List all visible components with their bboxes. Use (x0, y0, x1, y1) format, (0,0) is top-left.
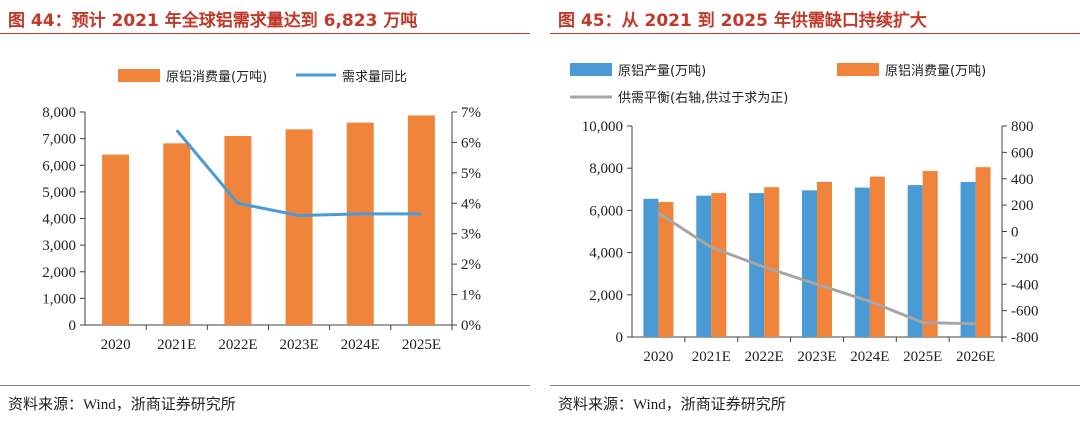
y-tick-label-right: 7% (461, 105, 481, 121)
y-tick-label-left: 1,000 (42, 291, 76, 307)
bar-production (907, 185, 923, 337)
y-tick-label-right: 4% (461, 196, 481, 212)
bar-consumption (407, 115, 435, 326)
line-balance (657, 211, 976, 326)
x-tick-label: 2021E (157, 337, 196, 353)
bar-consumption (224, 135, 252, 325)
bar-consumption (869, 176, 885, 337)
bar-production (696, 195, 712, 337)
y-tick-label-left: 6,000 (589, 203, 623, 219)
chart-svg-right: 原铝产量(万吨) 原铝消费量(万吨) 供需平衡(右轴,供过于求为正) 0 2,000 4,… (570, 63, 1039, 365)
chart-panel-left: 图 44：预计 2021 年全球铝需求量达到 6,823 万吨 原铝消费量(万吨… (0, 0, 530, 424)
y-tick-label-left: 8,000 (589, 161, 623, 177)
bar-consumption (163, 143, 191, 325)
bar-consumption (346, 122, 374, 326)
bar-consumption (658, 201, 674, 337)
y-tick-label-right: 1% (461, 288, 481, 304)
chart-title: 图 44：预计 2021 年全球铝需求量达到 6,823 万吨 (8, 11, 418, 31)
x-tick-label: 2020 (101, 337, 131, 353)
y-tick-label-left: 8,000 (42, 105, 76, 121)
title-rule (550, 33, 1080, 34)
y-tick-label-right: 400 (1011, 172, 1034, 188)
y-tick-label-right: 0 (1011, 225, 1019, 241)
line-yoy (175, 129, 422, 217)
legend-label-consumption: 原铝消费量(万吨) (166, 70, 267, 85)
y-tick-label-right: -800 (1011, 330, 1039, 346)
y-tick-label-left: 0 (616, 330, 624, 346)
y-tick-label-right: 0% (461, 318, 481, 334)
y-tick-label-left: 5,000 (42, 185, 76, 201)
bar-production (854, 187, 870, 337)
bar-consumption (285, 129, 313, 325)
y-tick-label-right: 6% (461, 135, 481, 151)
source-rule (550, 385, 1080, 386)
bar-production (643, 198, 659, 337)
y-tick-label-left: 7,000 (42, 132, 76, 148)
title-rule (0, 33, 530, 34)
legend-label-balance: 供需平衡(右轴,供过于求为正) (618, 91, 788, 106)
y-tick-label-right: -400 (1011, 277, 1039, 293)
legend-swatch-consumption (837, 63, 879, 76)
bar-consumption (711, 193, 727, 337)
y-tick-label-right: 5% (461, 166, 481, 182)
x-tick-label: 2024E (341, 337, 380, 353)
bar-consumption (102, 154, 130, 325)
legend-label-yoy: 需求量同比 (342, 70, 407, 85)
y-tick-label-left: 10,000 (582, 119, 623, 135)
bar-consumption (764, 187, 780, 337)
chart-title: 图 45：从 2021 到 2025 年供需缺口持续扩大 (558, 11, 927, 31)
y-tick-label-right: 600 (1011, 145, 1034, 161)
y-tick-label-right: 2% (461, 257, 481, 273)
legend-label-consumption: 原铝消费量(万吨) (885, 64, 986, 79)
x-tick-label: 2026E (956, 349, 995, 365)
bar-consumption (975, 167, 991, 337)
y-tick-label-left: 2,000 (42, 265, 76, 281)
y-tick-label-left: 4,000 (42, 212, 76, 228)
x-tick-label: 2022E (218, 337, 257, 353)
bar-consumption (922, 170, 938, 337)
legend-label-production: 原铝产量(万吨) (618, 64, 706, 79)
chart-panel-right: 图 45：从 2021 到 2025 年供需缺口持续扩大 原铝产量(万吨) 原铝消… (550, 0, 1080, 424)
y-tick-label-right: -200 (1011, 251, 1039, 267)
x-tick-label: 2024E (850, 349, 889, 365)
x-tick-label: 2023E (797, 349, 836, 365)
source-note: 资料来源：Wind，浙商证券研究所 (8, 397, 236, 413)
y-tick-label-right: 3% (461, 227, 481, 243)
y-tick-label-left: 0 (69, 318, 77, 334)
y-tick-label-right: 800 (1011, 119, 1034, 135)
source-rule (0, 385, 530, 386)
x-tick-label: 2020 (643, 349, 673, 365)
bar-consumption (817, 181, 832, 337)
source-note: 资料来源：Wind，浙商证券研究所 (558, 397, 786, 413)
y-tick-label-left: 3,000 (42, 238, 76, 254)
x-tick-label: 2021E (692, 349, 731, 365)
y-tick-label-right: 200 (1011, 198, 1034, 214)
y-tick-label-left: 2,000 (589, 288, 623, 304)
bar-production (960, 181, 976, 337)
y-tick-label-left: 6,000 (42, 158, 76, 174)
x-tick-label: 2025E (402, 337, 441, 353)
chart-svg-left: 原铝消费量(万吨) 需求量同比 0 1,000 2,000 3,000 4,000 5,000… (42, 69, 481, 353)
x-tick-label: 2023E (279, 337, 318, 353)
legend-swatch-production (570, 63, 612, 76)
x-tick-label: 2025E (903, 349, 942, 365)
legend-swatch-consumption (118, 69, 160, 82)
bar-production (802, 190, 817, 337)
x-tick-label: 2022E (745, 349, 784, 365)
y-tick-label-right: -600 (1011, 304, 1039, 320)
y-tick-label-left: 4,000 (589, 246, 623, 262)
